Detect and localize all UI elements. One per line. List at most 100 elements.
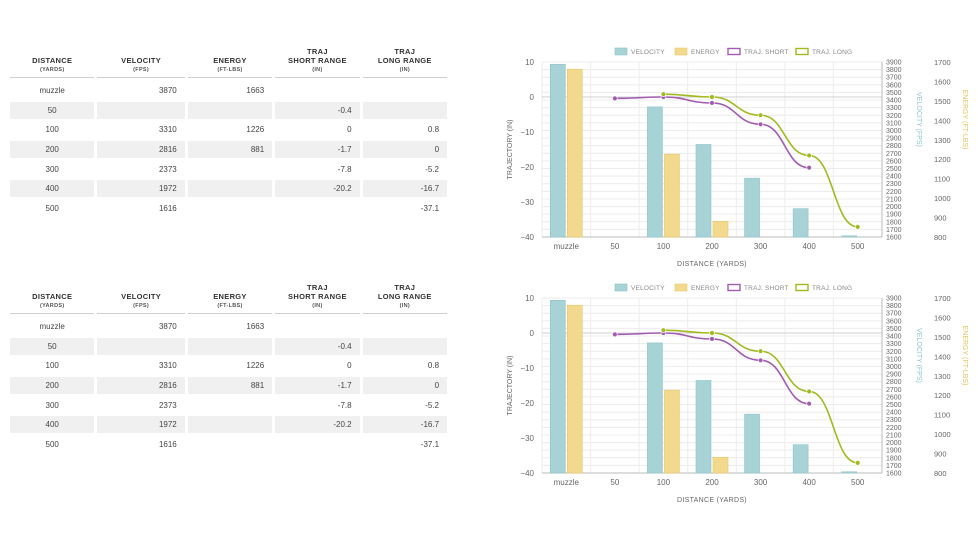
table-row: 400 1972 -20.2 -16.7 — [10, 179, 450, 199]
x-tick-label: 200 — [705, 478, 719, 487]
table-cell: -37.1 — [420, 439, 440, 449]
velocity-tick-label: 3200 — [886, 113, 902, 120]
traj-short-line — [614, 96, 810, 169]
left-tick-label: 10 — [525, 58, 534, 67]
table-cell — [363, 82, 447, 99]
x-tick-label: muzzle — [554, 478, 580, 487]
velocity-tick-label: 1900 — [886, 448, 902, 455]
velocity-tick-label: 3700 — [886, 311, 902, 318]
table-row: 200 2816 881 -1.7 0 — [10, 140, 450, 160]
left-tick-label: 10 — [525, 294, 534, 303]
table-row: 500 1616 -37.1 — [10, 199, 450, 219]
table-cell: 2816 — [97, 141, 185, 159]
table-cell: 881 — [187, 141, 273, 159]
table-cell — [363, 318, 447, 335]
x-tick-label: 300 — [754, 478, 768, 487]
velocity-tick-label: 2900 — [886, 372, 902, 379]
velocity-bar — [841, 471, 858, 474]
left-tick-label: −30 — [520, 198, 534, 207]
velocity-tick-label: 3700 — [886, 75, 902, 82]
velocity-bar — [695, 380, 712, 474]
energy-tick-label: 1400 — [934, 352, 951, 361]
table-cell — [275, 436, 359, 453]
velocity-tick-label: 1700 — [886, 463, 902, 470]
table-cell: 1616 — [158, 203, 177, 213]
table-cell: 100 — [45, 361, 59, 371]
velocity-axis-title: VELOCITY (FPS) — [915, 92, 922, 147]
table-row: 400 1972 -20.2 -16.7 — [10, 415, 450, 435]
header-traj-short: TRAJ SHORT RANGE (IN) — [275, 283, 360, 314]
velocity-tick-label: 3000 — [886, 364, 902, 371]
header-distance: DISTANCE (YARDS) — [10, 56, 95, 78]
table-cell — [97, 337, 185, 355]
table-row: 500 1616 -37.1 — [10, 435, 450, 455]
velocity-tick-label: 1700 — [886, 227, 902, 234]
traj-long-point — [855, 224, 861, 230]
left-tick-label: −10 — [520, 128, 534, 137]
energy-tick-label: 1100 — [934, 175, 950, 184]
x-axis-title: DISTANCE (YARDS) — [677, 261, 747, 268]
velocity-tick-label: 3100 — [886, 120, 902, 127]
table-header: DISTANCE (YARDS) VELOCITY (FPS) ENERGY (FT-… — [10, 280, 450, 314]
header-traj-long: TRAJ LONG RANGE (IN) — [362, 47, 448, 78]
energy-bar — [712, 220, 729, 238]
table-cell: 1972 — [97, 180, 185, 198]
velocity-bar — [792, 444, 809, 474]
header-energy: ENERGY (FT-LBS) — [187, 56, 273, 78]
traj-short-point — [757, 357, 764, 364]
velocity-tick-label: 2100 — [886, 432, 902, 439]
x-tick-label: 50 — [610, 478, 619, 487]
traj-long-point — [855, 460, 861, 466]
velocity-tick-label: 3100 — [886, 356, 902, 363]
x-tick-label: 400 — [802, 242, 816, 251]
energy-axis-title: ENERGY (FT-LBS) — [961, 90, 968, 150]
x-tick-label: 500 — [851, 242, 865, 251]
table-cell: 3870 — [158, 86, 177, 96]
energy-tick-label: 1600 — [934, 77, 951, 86]
velocity-tick-label: 1800 — [886, 455, 902, 462]
traj-long-point — [660, 327, 667, 333]
traj-short-line — [614, 332, 810, 405]
velocity-tick-label: 3600 — [886, 318, 902, 325]
table-cell: -5.2 — [425, 164, 440, 174]
table-cell: 300 — [45, 400, 59, 410]
table-cell: muzzle — [39, 322, 65, 332]
velocity-tick-label: 1800 — [886, 219, 902, 226]
table-cell: -20.2 — [275, 416, 360, 434]
table-cell — [187, 337, 273, 355]
table-cell: -16.7 — [362, 416, 448, 434]
velocity-tick-label: 3500 — [886, 326, 902, 333]
table-cell: -7.8 — [337, 400, 352, 410]
velocity-tick-label: 3800 — [886, 303, 902, 310]
left-tick-label: −30 — [520, 434, 534, 443]
table-cell: muzzle — [39, 86, 65, 96]
velocity-tick-label: 2500 — [886, 166, 902, 173]
energy-tick-label: 1700 — [934, 58, 951, 67]
header-velocity: VELOCITY (FPS) — [97, 56, 185, 78]
energy-tick-label: 1700 — [934, 294, 951, 303]
legend-label: VELOCITY — [631, 49, 665, 56]
table-cell — [188, 161, 272, 178]
legend-label: ENERGY — [691, 49, 720, 56]
velocity-bar — [744, 177, 760, 238]
table-cell: -0.4 — [275, 337, 360, 355]
energy-tick-label: 900 — [934, 450, 947, 459]
traj-short-point — [612, 95, 618, 102]
x-tick-label: muzzle — [554, 242, 580, 251]
table-cell: 0 — [347, 125, 352, 135]
table-cell: 1226 — [246, 125, 265, 135]
velocity-tick-label: 3900 — [886, 60, 902, 67]
table-row: 50 -0.4 — [10, 101, 450, 121]
table-row: 50 -0.4 — [10, 337, 450, 357]
table-cell: 50 — [10, 337, 95, 355]
x-tick-label: 500 — [851, 478, 865, 487]
traj-long-point — [709, 330, 715, 336]
ballistics-chart-1: 10 0 −10 −20 −30 −40 3900 3800 3700 3600 3500 3400 3… — [500, 40, 978, 280]
table-cell: 0 — [362, 141, 448, 159]
legend-label: TRAJ. LONG — [812, 285, 852, 292]
energy-tick-label: 900 — [934, 214, 947, 223]
table-cell — [275, 200, 359, 217]
x-tick-label: 100 — [657, 478, 671, 487]
table-cell — [362, 337, 448, 355]
velocity-tick-label: 2200 — [886, 189, 902, 196]
